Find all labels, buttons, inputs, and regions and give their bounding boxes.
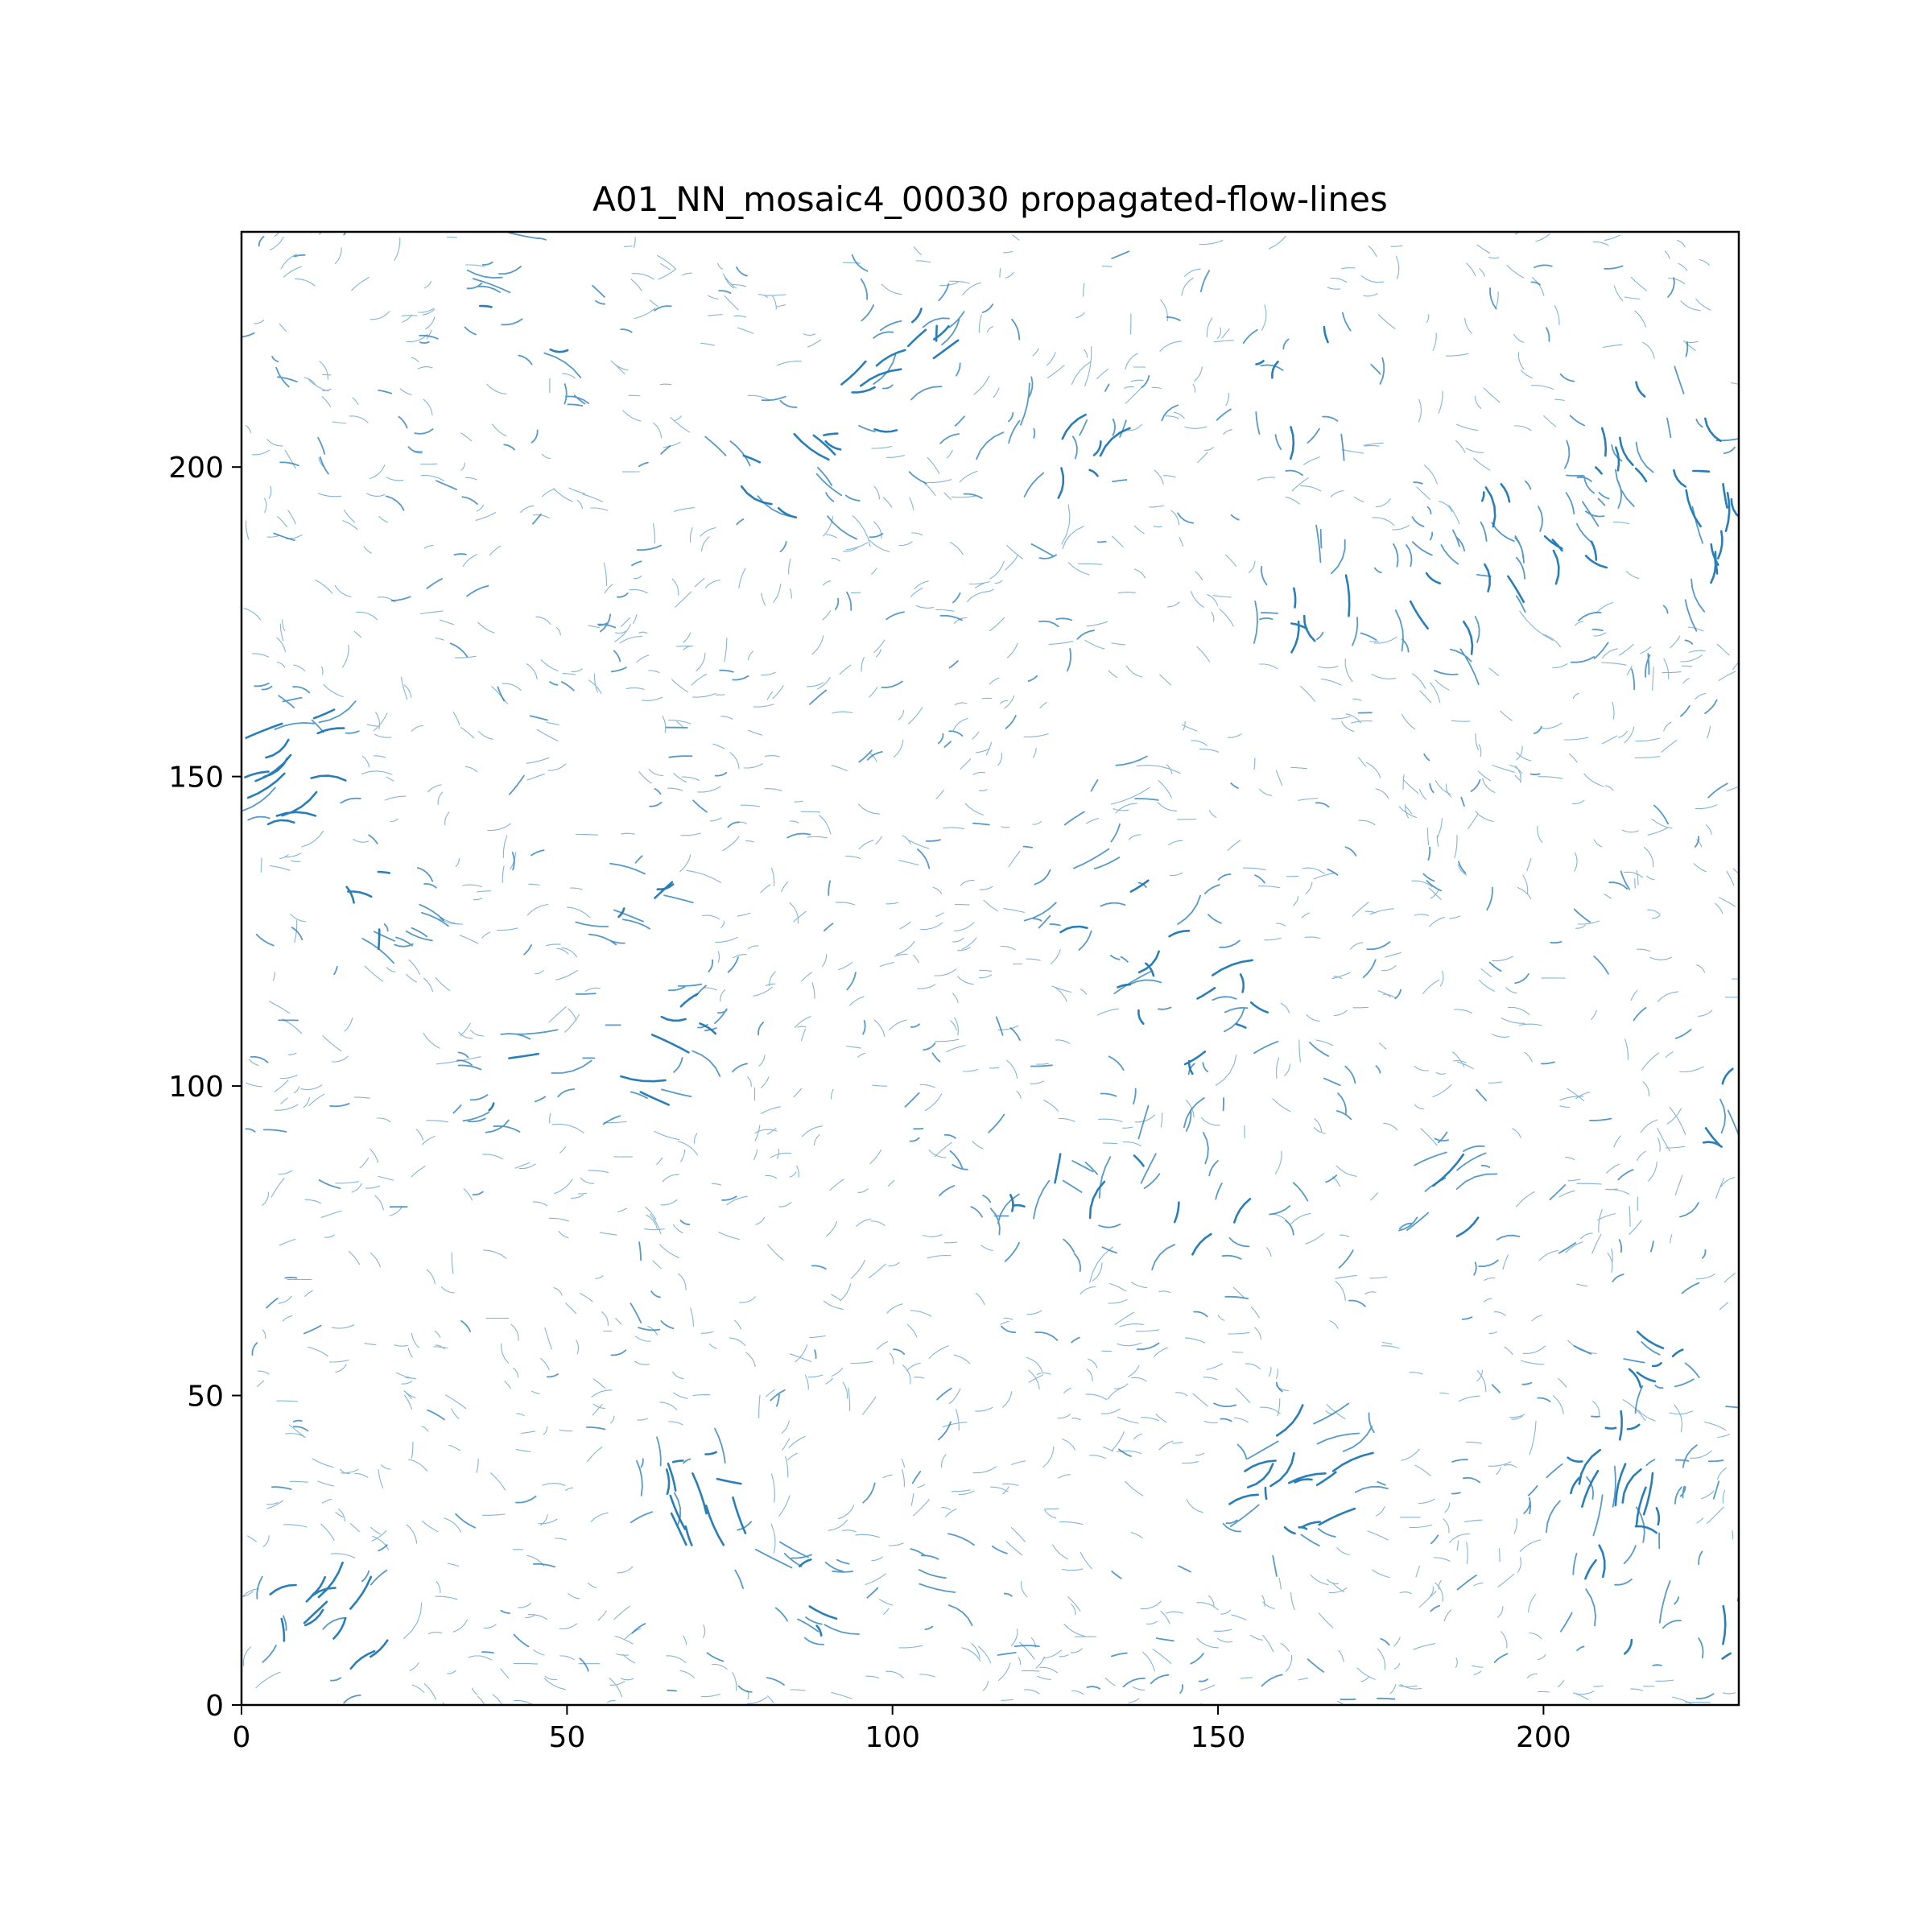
flow-lines-layer [242, 232, 1739, 1705]
flow-lines-strong [244, 304, 1739, 1670]
x-axis: 0 50 100 150 200 [233, 1705, 1571, 1754]
x-tick-label: 100 [865, 1721, 920, 1754]
x-tick-label: 0 [233, 1721, 251, 1754]
plot-frame [240, 230, 1740, 1707]
flow-lines-thin [242, 232, 1739, 1705]
flow-lines-medium [242, 232, 1739, 1704]
y-tick-label: 150 [168, 762, 224, 795]
y-tick-label: 200 [168, 452, 224, 485]
y-tick-label: 50 [187, 1381, 224, 1414]
y-tick-label: 0 [205, 1690, 224, 1723]
x-tick-label: 150 [1191, 1721, 1246, 1754]
y-axis: 0 50 100 150 200 [168, 452, 242, 1723]
x-tick-label: 50 [548, 1721, 585, 1754]
chart-title: A01_NN_mosaic4_00030 propagated-flow-lin… [592, 180, 1388, 219]
x-tick-label: 200 [1516, 1721, 1571, 1754]
y-tick-label: 100 [168, 1071, 224, 1104]
